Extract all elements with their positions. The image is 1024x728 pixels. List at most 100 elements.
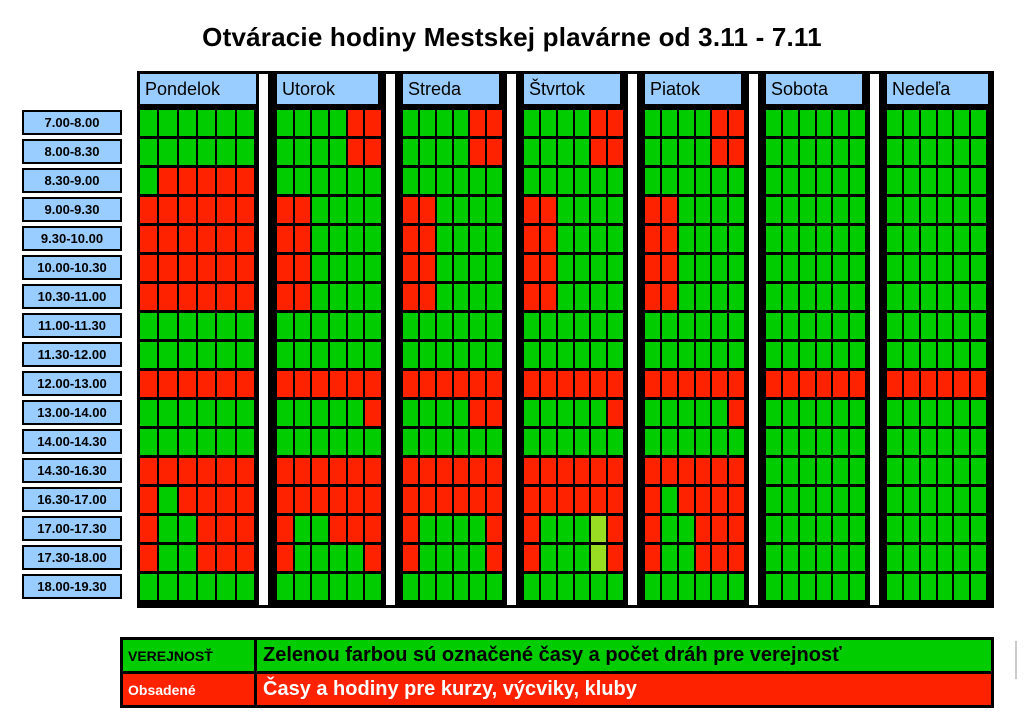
schedule-cell [524, 197, 539, 223]
schedule-cell [140, 487, 157, 513]
time-slot-label: 18.00-19.30 [22, 574, 122, 599]
schedule-cell [295, 313, 310, 339]
schedule-cell [277, 487, 293, 513]
schedule-cell [696, 458, 710, 484]
schedule-cell [470, 255, 485, 281]
schedule-cell [541, 139, 556, 165]
schedule-cell [454, 458, 468, 484]
schedule-cell [783, 284, 798, 310]
schedule-cell [766, 429, 781, 455]
schedule-cell [833, 574, 848, 600]
schedule-cell [608, 400, 623, 426]
schedule-cell [454, 284, 468, 310]
schedule-cell [712, 284, 727, 310]
schedule-cell [850, 400, 865, 426]
schedule-cell [312, 342, 328, 368]
schedule-cell [454, 400, 468, 426]
schedule-cell [470, 313, 485, 339]
edge-mark [1015, 641, 1017, 679]
schedule-cell [365, 284, 381, 310]
schedule-cell [645, 516, 660, 542]
schedule-cell [312, 371, 328, 397]
schedule-cell [712, 458, 727, 484]
schedule-cell [159, 284, 177, 310]
schedule-cell [198, 516, 215, 542]
schedule-cell [159, 342, 177, 368]
schedule-cell [524, 226, 539, 252]
schedule-cell [800, 516, 815, 542]
schedule-cell [575, 516, 589, 542]
schedule-cell [541, 313, 556, 339]
schedule-cell [487, 458, 502, 484]
schedule-cell [140, 255, 157, 281]
schedule-cell [800, 110, 815, 136]
schedule-cell [365, 110, 381, 136]
schedule-cell [712, 516, 727, 542]
schedule-cell [312, 429, 328, 455]
schedule-cell [729, 429, 744, 455]
schedule-cell [348, 516, 363, 542]
schedule-cell [696, 545, 710, 571]
schedule-cell [817, 429, 831, 455]
schedule-cell [800, 168, 815, 194]
schedule-cell [800, 371, 815, 397]
schedule-cell [312, 168, 328, 194]
legend: VEREJNOSŤ Zelenou farbou sú označené čas… [120, 637, 994, 708]
schedule-cell [608, 429, 623, 455]
schedule-cell [277, 545, 293, 571]
schedule-cell [179, 545, 196, 571]
schedule-cell [921, 371, 936, 397]
schedule-cell [712, 371, 727, 397]
schedule-cell [295, 255, 310, 281]
schedule-cell [850, 574, 865, 600]
schedule-cell [800, 429, 815, 455]
schedule-cell [217, 487, 235, 513]
schedule-cell [437, 197, 452, 223]
schedule-cell [437, 313, 452, 339]
schedule-cell [237, 255, 254, 281]
schedule-cell [783, 255, 798, 281]
schedule-cell [179, 139, 196, 165]
schedule-cell [295, 284, 310, 310]
schedule-cell [817, 371, 831, 397]
schedule-cell [696, 574, 710, 600]
schedule-cell [541, 545, 556, 571]
schedule-cell [217, 400, 235, 426]
schedule-cell [312, 284, 328, 310]
schedule-cell [817, 284, 831, 310]
schedule-cell [403, 226, 418, 252]
time-slot-label: 17.30-18.00 [22, 545, 122, 570]
schedule-cell [437, 516, 452, 542]
schedule-cell [591, 255, 606, 281]
schedule-cell [140, 284, 157, 310]
schedule-cell [558, 429, 573, 455]
schedule-cell [470, 197, 485, 223]
schedule-cell [470, 516, 485, 542]
schedule-cell [766, 487, 781, 513]
schedule-cell [487, 313, 502, 339]
schedule-cell [696, 284, 710, 310]
schedule-cell [217, 545, 235, 571]
schedule-cell [591, 574, 606, 600]
schedule-cell [833, 197, 848, 223]
schedule-cell [159, 400, 177, 426]
schedule-cell [783, 429, 798, 455]
schedule-cell [712, 139, 727, 165]
schedule-cell [921, 342, 936, 368]
schedule-cell [783, 139, 798, 165]
schedule-cell [330, 458, 346, 484]
schedule-cell [833, 255, 848, 281]
schedule-cell [971, 545, 986, 571]
schedule-cell [348, 574, 363, 600]
schedule-cell [403, 574, 418, 600]
schedule-cell [800, 458, 815, 484]
schedule-cell [833, 487, 848, 513]
schedule-cell [766, 197, 781, 223]
schedule-cell [558, 284, 573, 310]
schedule-cell [887, 371, 902, 397]
schedule-cell [470, 284, 485, 310]
schedule-cell [938, 371, 952, 397]
day-header: Piatok [645, 74, 741, 104]
schedule-cell [783, 574, 798, 600]
schedule-cell [800, 284, 815, 310]
